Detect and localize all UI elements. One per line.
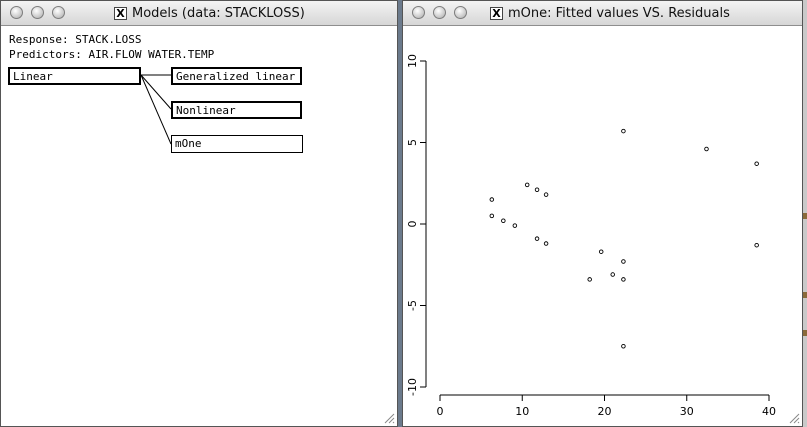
minimize-button[interactable] <box>433 6 446 19</box>
data-point <box>621 128 626 134</box>
plot-window-titlebar[interactable]: X mOne: Fitted values VS. Residuals <box>403 1 802 26</box>
models-window-titlebar[interactable]: X Models (data: STACKLOSS) <box>1 1 397 26</box>
zoom-button[interactable] <box>454 6 467 19</box>
data-point <box>489 197 495 202</box>
data-point <box>512 223 518 228</box>
x-tick-label: 0 <box>437 405 444 418</box>
data-point <box>621 344 626 349</box>
predictors-label: Predictors: AIR.FLOW WATER.TEMP <box>9 48 215 61</box>
window-title: Models (data: STACKLOSS) <box>132 6 305 21</box>
x11-icon: X <box>114 7 127 20</box>
resize-grip-icon[interactable] <box>383 412 395 424</box>
data-point <box>598 249 604 254</box>
y-tick-label: 0 <box>406 221 419 228</box>
y-tick-label: 5 <box>406 139 419 146</box>
model-node-linear[interactable]: Linear <box>8 67 141 85</box>
data-point <box>754 242 759 248</box>
close-button[interactable] <box>412 6 425 19</box>
plot-window: X mOne: Fitted values VS. Residuals 10 5 0… <box>402 0 803 427</box>
data-point <box>534 187 540 193</box>
window-title: mOne: Fitted values VS. Residuals <box>508 6 730 21</box>
models-window: X Models (data: STACKLOSS) Response: STA… <box>0 0 398 427</box>
model-tree-connectors <box>140 74 172 145</box>
model-node-generalized-linear[interactable]: Generalized linear <box>171 67 302 85</box>
data-point <box>621 259 626 264</box>
data-point <box>501 218 506 223</box>
zoom-button[interactable] <box>52 6 65 19</box>
data-point <box>489 213 495 219</box>
residual-plot: 10 5 0 -5 -10 0 10 20 30 40 <box>406 54 776 418</box>
data-point <box>534 236 540 241</box>
response-label: Response: STACK.LOSS <box>9 33 142 46</box>
desktop-mark-2 <box>802 292 807 298</box>
x-tick-label: 10 <box>515 405 529 418</box>
data-point <box>754 161 759 166</box>
x11-icon: X <box>490 7 503 20</box>
data-point <box>621 277 626 282</box>
x-tick-label: 40 <box>762 405 776 418</box>
y-tick-label: -5 <box>406 300 419 311</box>
data-point <box>543 192 549 197</box>
x-tick-label: 30 <box>680 405 694 418</box>
desktop-mark-1 <box>802 213 807 219</box>
y-tick-label: 10 <box>406 54 419 68</box>
data-point <box>610 272 615 277</box>
data-point <box>587 277 592 282</box>
resize-grip-icon[interactable] <box>788 412 800 424</box>
data-point <box>524 182 530 188</box>
y-tick-label: -10 <box>406 378 419 396</box>
data-point <box>704 146 709 152</box>
model-node-mone[interactable]: mOne <box>171 135 303 153</box>
x-tick-label: 20 <box>598 405 612 418</box>
minimize-button[interactable] <box>31 6 44 19</box>
data-point <box>543 241 549 246</box>
close-button[interactable] <box>10 6 23 19</box>
desktop-mark-3 <box>802 330 807 336</box>
model-node-nonlinear[interactable]: Nonlinear <box>171 101 302 119</box>
